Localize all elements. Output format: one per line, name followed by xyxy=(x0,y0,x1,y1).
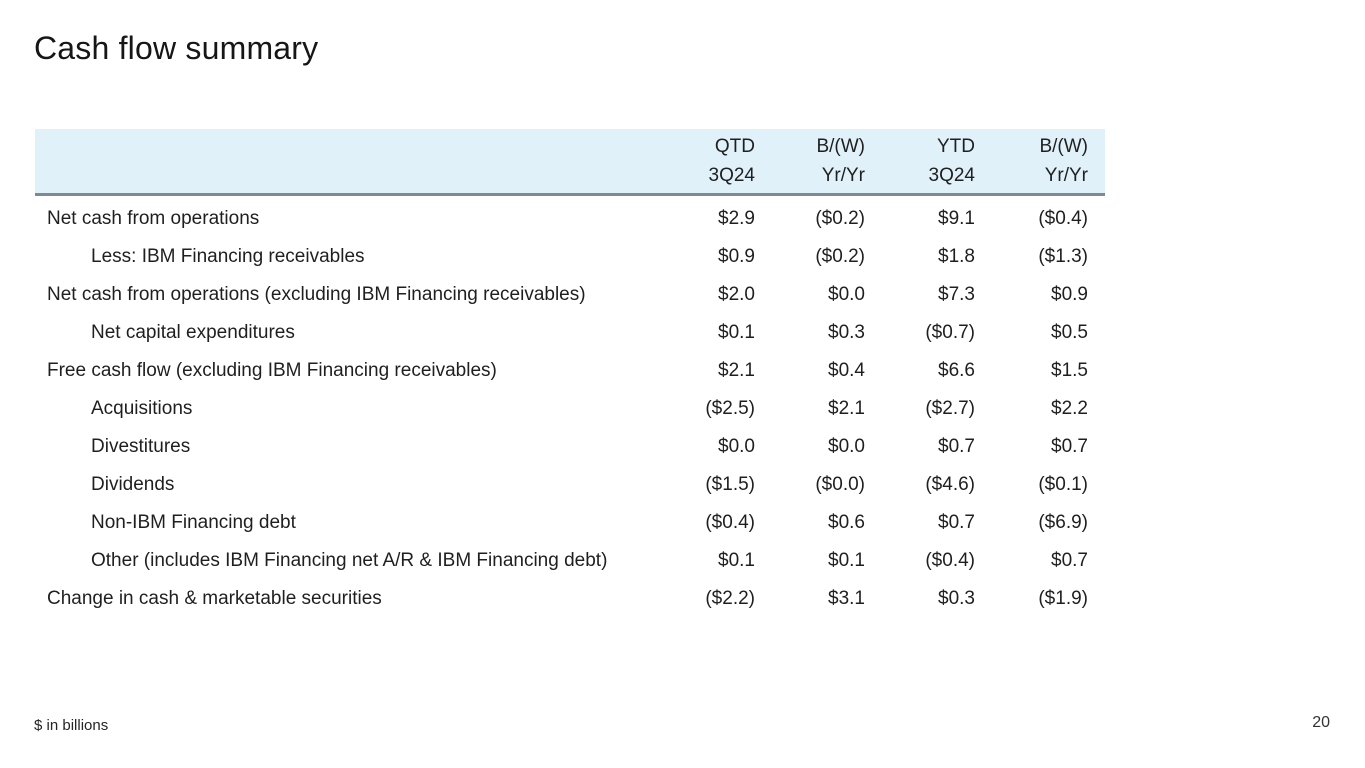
table-row: Less: IBM Financing receivables $0.9 ($0.2… xyxy=(35,238,1105,276)
row-label: Divestitures xyxy=(91,436,191,457)
row-label: Dividends xyxy=(91,474,175,495)
cell-value: ($2.7) xyxy=(925,398,975,419)
cell-value: ($0.4) xyxy=(925,550,975,571)
cell-value: $6.6 xyxy=(938,360,975,381)
column-header: B/(W) Yr/Yr xyxy=(755,132,865,190)
table-row: Net cash from operations (excluding IBM … xyxy=(35,276,1105,314)
cell-value: ($2.5) xyxy=(705,398,755,419)
row-label: Other (includes IBM Financing net A/R & … xyxy=(91,550,608,571)
cell-value: ($1.5) xyxy=(705,474,755,495)
cell-value: ($0.4) xyxy=(1038,208,1088,229)
row-label: Change in cash & marketable securities xyxy=(47,588,382,609)
cell-value: $0.6 xyxy=(828,512,865,533)
cell-value: ($6.9) xyxy=(1038,512,1088,533)
cell-value: ($0.2) xyxy=(815,208,865,229)
table-body: Net cash from operations $2.9 ($0.2) $9.1 ($… xyxy=(35,196,1105,618)
cell-value: ($2.2) xyxy=(705,588,755,609)
row-label: Net cash from operations xyxy=(47,208,260,229)
table-row: Net cash from operations $2.9 ($0.2) $9.1 ($… xyxy=(35,200,1105,238)
table-row: Non-IBM Financing debt ($0.4) $0.6 $0.7 ($6.… xyxy=(35,504,1105,542)
row-label: Net cash from operations (excluding IBM … xyxy=(47,284,586,305)
column-header: QTD 3Q24 xyxy=(645,132,755,190)
cell-value: $2.1 xyxy=(718,360,755,381)
header-right-pad xyxy=(1088,132,1105,190)
footnote: $ in billions xyxy=(34,717,109,734)
cell-value: $0.1 xyxy=(828,550,865,571)
cell-value: $1.5 xyxy=(1051,360,1088,381)
table-row: Change in cash & marketable securities ($… xyxy=(35,580,1105,618)
cell-value: $0.9 xyxy=(1051,284,1088,305)
table-row: Acquisitions ($2.5) $2.1 ($2.7) $2.2 xyxy=(35,390,1105,428)
header-label-spacer xyxy=(35,132,645,190)
cell-value: $0.0 xyxy=(828,284,865,305)
table-row: Other (includes IBM Financing net A/R & … xyxy=(35,542,1105,580)
cell-value: $0.0 xyxy=(718,436,755,457)
row-label: Non-IBM Financing debt xyxy=(91,512,296,533)
page-title: Cash flow summary xyxy=(34,30,319,66)
cell-value: ($0.2) xyxy=(815,246,865,267)
table-row: Dividends ($1.5) ($0.0) ($4.6) ($0.1) xyxy=(35,466,1105,504)
row-label: Free cash flow (excluding IBM Financing … xyxy=(47,360,497,381)
cell-value: $0.9 xyxy=(718,246,755,267)
cell-value: $3.1 xyxy=(828,588,865,609)
cell-value: $2.9 xyxy=(718,208,755,229)
cell-value: ($1.3) xyxy=(1038,246,1088,267)
table-row: Net capital expenditures $0.1 $0.3 ($0.7) $0… xyxy=(35,314,1105,352)
cell-value: ($4.6) xyxy=(925,474,975,495)
cell-value: $2.1 xyxy=(828,398,865,419)
row-label: Less: IBM Financing receivables xyxy=(91,246,365,267)
cell-value: $2.2 xyxy=(1051,398,1088,419)
cell-value: ($0.0) xyxy=(815,474,865,495)
cell-value: $2.0 xyxy=(718,284,755,305)
cell-value: $0.7 xyxy=(1051,436,1088,457)
cell-value: $7.3 xyxy=(938,284,975,305)
cell-value: $0.0 xyxy=(828,436,865,457)
column-header: YTD 3Q24 xyxy=(865,132,975,190)
cell-value: $0.7 xyxy=(938,512,975,533)
row-label: Acquisitions xyxy=(91,398,193,419)
cell-value: $0.1 xyxy=(718,322,755,343)
table-row: Free cash flow (excluding IBM Financing … xyxy=(35,352,1105,390)
table-header-row: QTD 3Q24 B/(W) Yr/Yr YTD 3Q24 B/(W) Yr/Yr xyxy=(35,129,1105,196)
column-header: B/(W) Yr/Yr xyxy=(975,132,1088,190)
cell-value: $9.1 xyxy=(938,208,975,229)
cell-value: ($0.7) xyxy=(925,322,975,343)
cell-value: ($0.1) xyxy=(1038,474,1088,495)
column-header-line1: B/(W) xyxy=(1039,136,1088,157)
column-header-line2: 3Q24 xyxy=(928,165,975,186)
page-number: 20 xyxy=(1312,714,1330,731)
column-header-line1: B/(W) xyxy=(816,136,865,157)
table-row: Divestitures $0.0 $0.0 $0.7 $0.7 xyxy=(35,428,1105,466)
column-header-line1: QTD xyxy=(714,136,755,157)
cell-value: ($1.9) xyxy=(1038,588,1088,609)
cell-value: ($0.4) xyxy=(705,512,755,533)
cell-value: $0.5 xyxy=(1051,322,1088,343)
column-header-line2: Yr/Yr xyxy=(821,165,865,186)
cell-value: $0.4 xyxy=(828,360,865,381)
column-header-line2: Yr/Yr xyxy=(1044,165,1088,186)
column-header-line1: YTD xyxy=(937,136,975,157)
cash-flow-table: QTD 3Q24 B/(W) Yr/Yr YTD 3Q24 B/(W) Yr/Yr Net c… xyxy=(35,129,1105,618)
row-label: Net capital expenditures xyxy=(91,322,295,343)
cell-value: $0.3 xyxy=(828,322,865,343)
column-header-line2: 3Q24 xyxy=(708,165,755,186)
cell-value: $0.3 xyxy=(938,588,975,609)
cell-value: $1.8 xyxy=(938,246,975,267)
cell-value: $0.1 xyxy=(718,550,755,571)
cell-value: $0.7 xyxy=(938,436,975,457)
cell-value: $0.7 xyxy=(1051,550,1088,571)
